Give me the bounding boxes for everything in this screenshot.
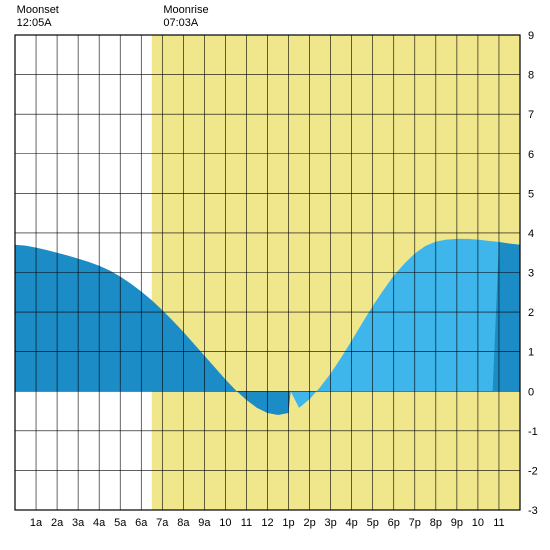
svg-text:4: 4 bbox=[528, 228, 534, 240]
moonrise-label: Moonrise 07:03A bbox=[163, 4, 208, 30]
svg-text:2a: 2a bbox=[51, 517, 64, 529]
svg-text:2: 2 bbox=[528, 307, 534, 319]
svg-text:-3: -3 bbox=[528, 505, 538, 517]
svg-text:3: 3 bbox=[528, 268, 534, 280]
svg-text:10: 10 bbox=[219, 517, 231, 529]
svg-text:-2: -2 bbox=[528, 465, 538, 477]
svg-text:10: 10 bbox=[472, 517, 484, 529]
svg-text:7p: 7p bbox=[409, 517, 421, 529]
svg-text:7a: 7a bbox=[156, 517, 169, 529]
svg-text:9: 9 bbox=[528, 30, 534, 42]
chart-container: 1a2a3a4a5a6a7a8a9a1011121p2p3p4p5p6p7p8p… bbox=[0, 0, 550, 550]
svg-text:4p: 4p bbox=[346, 517, 358, 529]
svg-text:11: 11 bbox=[493, 517, 504, 529]
svg-text:-1: -1 bbox=[528, 426, 538, 438]
tide-chart: 1a2a3a4a5a6a7a8a9a1011121p2p3p4p5p6p7p8p… bbox=[0, 0, 550, 550]
svg-text:12: 12 bbox=[261, 517, 273, 529]
svg-text:6p: 6p bbox=[388, 517, 400, 529]
svg-text:8: 8 bbox=[528, 70, 534, 82]
svg-text:9p: 9p bbox=[451, 517, 463, 529]
svg-text:2p: 2p bbox=[303, 517, 315, 529]
svg-text:3p: 3p bbox=[325, 517, 337, 529]
svg-text:8p: 8p bbox=[430, 517, 442, 529]
svg-text:6: 6 bbox=[528, 149, 534, 161]
svg-text:5p: 5p bbox=[367, 517, 379, 529]
svg-text:6a: 6a bbox=[135, 517, 148, 529]
svg-text:0: 0 bbox=[528, 386, 534, 398]
svg-text:4a: 4a bbox=[93, 517, 106, 529]
svg-text:8a: 8a bbox=[177, 517, 190, 529]
svg-text:9a: 9a bbox=[198, 517, 211, 529]
svg-text:1p: 1p bbox=[282, 517, 294, 529]
svg-text:7: 7 bbox=[528, 109, 534, 121]
svg-text:5a: 5a bbox=[114, 517, 127, 529]
svg-text:5: 5 bbox=[528, 188, 534, 200]
svg-text:11: 11 bbox=[241, 517, 252, 529]
svg-text:1: 1 bbox=[528, 347, 534, 359]
svg-text:3a: 3a bbox=[72, 517, 85, 529]
svg-text:1a: 1a bbox=[30, 517, 43, 529]
moonset-label: Moonset 12:05A bbox=[17, 4, 59, 30]
